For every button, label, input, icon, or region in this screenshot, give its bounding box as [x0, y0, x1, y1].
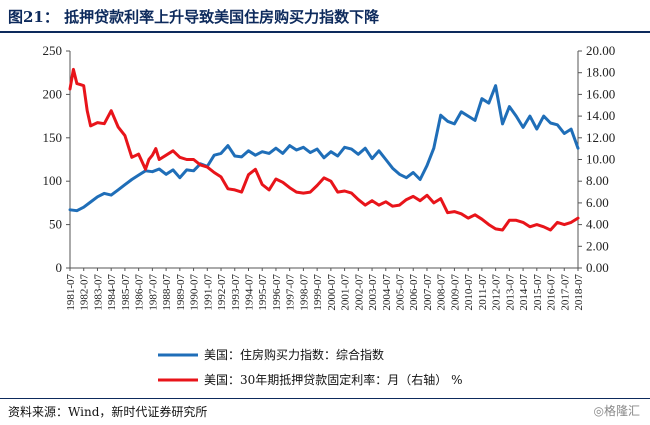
x-axis-tick-label: 1981-07 — [65, 274, 77, 311]
x-axis-tick-label: 2008-07 — [436, 274, 448, 311]
x-axis-tick-label: 1988-07 — [161, 274, 173, 311]
header: 图21： 抵押贷款利率上升导致美国住房购买力指数下降 — [0, 0, 650, 33]
x-axis-tick-label: 1990-07 — [189, 274, 201, 311]
line-chart: 0 50 100 150 200 250 0.00 2.00 4.00 6.00 8.00 10.00… — [43, 43, 616, 387]
x-axis-tick-label: 1991-07 — [202, 274, 214, 311]
right-axis-tick-label: 18.00 — [586, 65, 615, 80]
x-axis-tick-label: 1997-07 — [285, 274, 297, 311]
x-axis-tick-label: 1998-07 — [298, 274, 310, 311]
left-axis-tick-label: 150 — [43, 130, 63, 145]
x-axis-tick-label: 1993-07 — [230, 274, 242, 311]
footer-divider — [0, 398, 650, 399]
watermark: ◎格隆汇 — [593, 404, 640, 418]
x-axis-tick-label: 2004-07 — [381, 274, 393, 311]
legend-entry-label: 美国：30年期抵押贷款固定利率：月（右轴） % — [204, 372, 463, 387]
x-axis-tick-label: 1986-07 — [134, 274, 146, 311]
x-axis-tick-label: 1984-07 — [106, 274, 118, 311]
left-axis-tick-label: 250 — [43, 43, 63, 58]
x-axis-tick-label: 2000-07 — [326, 274, 338, 311]
x-axis-tick-label: 1992-07 — [216, 274, 228, 311]
series-line-affordability-index — [68, 84, 580, 213]
x-axis-tick-label: 2003-07 — [367, 274, 379, 311]
x-axis-tick-label: 2007-07 — [422, 274, 434, 311]
series-line-mortgage-rate — [68, 67, 580, 232]
x-axis-tick-label: 2018-07 — [573, 274, 585, 311]
left-axis-tick-label: 100 — [43, 173, 63, 188]
x-axis-tick-label: 2014-07 — [518, 274, 530, 311]
right-axis-tick-label: 0.00 — [586, 260, 609, 275]
right-axis-tick-label: 16.00 — [586, 86, 615, 101]
x-axis-tick-label: 1994-07 — [243, 274, 255, 311]
title-divider — [0, 31, 650, 33]
left-axis-tick-label: 0 — [56, 260, 63, 275]
right-axis-tick-label: 20.00 — [586, 43, 615, 58]
legend-entry-label: 美国：住房购买力指数：综合指数 — [204, 347, 384, 362]
x-axis-tick-label: 2011-07 — [477, 274, 489, 311]
x-axis-tick-label: 1983-07 — [92, 274, 104, 311]
x-axis-tick-label: 1987-07 — [147, 274, 159, 311]
right-axis-tick-label: 6.00 — [586, 195, 609, 210]
x-axis-tick-label: 2017-07 — [559, 274, 571, 311]
right-axis-tick-label: 12.00 — [586, 130, 615, 145]
x-axis-tick-label: 2002-07 — [353, 274, 365, 311]
x-axis-tick-label: 2006-07 — [408, 274, 420, 311]
x-axis-tick-label: 1999-07 — [312, 274, 324, 311]
left-axis-tick-label: 200 — [43, 86, 63, 101]
x-axis-tick-label: 1985-07 — [120, 274, 132, 311]
left-axis-tick-label: 50 — [49, 217, 62, 232]
x-axis-tick-label: 1982-07 — [79, 274, 91, 311]
x-axis-tick-label: 1989-07 — [175, 274, 187, 311]
x-axis-tick-label: 2015-07 — [532, 274, 544, 311]
x-axis-tick-label: 1995-07 — [257, 274, 269, 311]
page-title: 图21： 抵押贷款利率上升导致美国住房购买力指数下降 — [8, 8, 380, 26]
right-axis-tick-label: 4.00 — [586, 217, 609, 232]
right-axis-tick-label: 2.00 — [586, 238, 609, 253]
x-axis-tick-label: 2005-07 — [395, 274, 407, 311]
x-axis-tick-label: 2001-07 — [340, 274, 352, 311]
x-axis-tick-label: 2010-07 — [463, 274, 475, 311]
right-axis-tick-label: 8.00 — [586, 173, 609, 188]
x-axis-tick-label: 1996-07 — [271, 274, 283, 311]
right-axis-tick-label: 10.00 — [586, 152, 615, 167]
x-axis-tick-label: 2016-07 — [546, 274, 558, 311]
x-axis-tick-label: 2009-07 — [449, 274, 461, 311]
x-axis-tick-label: 2013-07 — [504, 274, 516, 311]
source-note: 资料来源：Wind，新时代证券研究所 — [8, 405, 208, 419]
x-axis-tick-label: 2012-07 — [491, 274, 503, 311]
right-axis-tick-label: 14.00 — [586, 108, 615, 123]
